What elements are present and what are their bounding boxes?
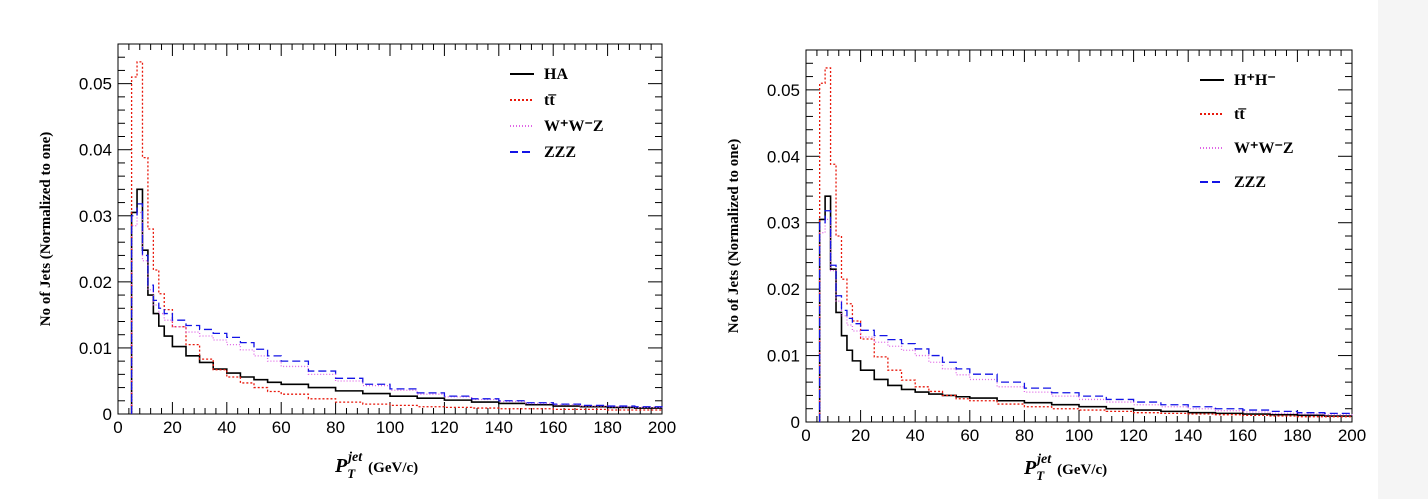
legend-label: HA: [544, 66, 568, 83]
x-tick-label: 120: [430, 418, 458, 437]
x-tick-label: 0: [801, 426, 810, 445]
x-tick-label: 180: [593, 418, 621, 437]
right-margin-strip: [1378, 0, 1428, 499]
x-tick-label: 0: [113, 418, 122, 437]
y-tick-label: 0.05: [79, 75, 112, 94]
x-axis-title-sub: T: [347, 466, 356, 481]
x-axis-title: PTjet (GeV/c): [1023, 452, 1107, 483]
x-tick-label: 100: [1065, 426, 1093, 445]
x-axis-title-main: P: [1023, 457, 1037, 479]
x-tick-label: 200: [648, 418, 676, 437]
x-tick-label: 40: [906, 426, 925, 445]
x-tick-label: 80: [326, 418, 345, 437]
series-2-histogram: [130, 61, 662, 414]
y-axis-title: No of Jets (Normalized to one): [38, 132, 54, 327]
x-tick-label: 180: [1283, 426, 1311, 445]
legend-label: W⁺W⁻Z: [1234, 140, 1294, 157]
x-tick-label: 200: [1338, 426, 1366, 445]
series-1-histogram: [818, 195, 1352, 422]
chart-2: 0 20 40 60 80 100 120 140 160 180 200 0 0.01 0.02 0.03…: [726, 49, 1366, 483]
y-tick-label: 0.05: [767, 81, 800, 100]
y-tick-label: 0.04: [767, 147, 800, 166]
x-tick-label: 20: [163, 418, 182, 437]
x-tick-label: 140: [1174, 426, 1202, 445]
y-tick-label: 0: [791, 413, 800, 432]
legend-label: ZZZ: [1234, 174, 1266, 191]
series-1-histogram: [130, 188, 662, 414]
legend-label: ZZZ: [544, 144, 576, 161]
x-tick-label: 80: [1015, 426, 1034, 445]
y-tick-label: 0.04: [79, 141, 112, 160]
x-axis-title-unit: (GeV/c): [368, 460, 418, 476]
x-tick-label: 160: [1229, 426, 1257, 445]
x-tick-label: 160: [539, 418, 567, 437]
legend-label: tt̅: [544, 92, 557, 109]
series-2-histogram: [819, 67, 1353, 422]
x-tick-label: 120: [1119, 426, 1147, 445]
chart-1: 0 20 40 60 80 100 120 140 160 180 200 0 0.01 0.02 0.03…: [38, 43, 676, 481]
x-tick-label: 140: [485, 418, 513, 437]
series-3-histogram: [130, 211, 663, 414]
y-tick-label: 0.01: [767, 347, 800, 366]
y-axis-title: No of Jets (Normalized to one): [726, 139, 742, 334]
y-tick-label: 0.02: [79, 273, 112, 292]
legend-label: H⁺H⁻: [1234, 72, 1276, 89]
series-4-histogram: [819, 210, 1353, 422]
x-axis-title-unit: (GeV/c): [1057, 462, 1107, 478]
x-axis-title-main: P: [334, 455, 348, 477]
y-tick-label: 0.03: [767, 214, 800, 233]
x-tick-label: 40: [217, 418, 236, 437]
series-4-histogram: [130, 203, 663, 414]
x-axis-title-sup: jet: [1035, 452, 1052, 467]
x-tick-label: 60: [272, 418, 291, 437]
y-tick-label: 0.02: [767, 280, 800, 299]
series-3-histogram: [819, 218, 1353, 422]
y-tick-label: 0.03: [79, 207, 112, 226]
x-axis-title-sub: T: [1036, 468, 1045, 483]
legend-label: tt̅: [1234, 106, 1247, 123]
y-tick-label: 0.01: [79, 339, 112, 358]
y-tick-label: 0: [103, 405, 112, 424]
x-tick-label: 20: [851, 426, 870, 445]
x-tick-label: 100: [376, 418, 404, 437]
legend-label: W⁺W⁻Z: [544, 118, 604, 135]
x-axis-title: PTjet (GeV/c): [334, 450, 418, 481]
x-axis-title-sup: jet: [346, 450, 363, 465]
x-tick-label: 60: [960, 426, 979, 445]
